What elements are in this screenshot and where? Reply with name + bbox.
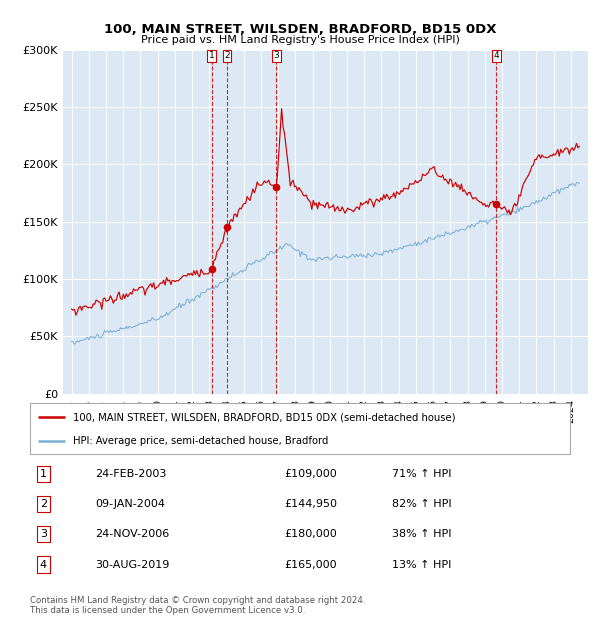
Text: 100, MAIN STREET, WILSDEN, BRADFORD, BD15 0DX: 100, MAIN STREET, WILSDEN, BRADFORD, BD1… — [104, 23, 496, 36]
Text: Contains HM Land Registry data © Crown copyright and database right 2024.
This d: Contains HM Land Registry data © Crown c… — [30, 596, 365, 615]
Text: 38% ↑ HPI: 38% ↑ HPI — [392, 529, 451, 539]
Text: 09-JAN-2004: 09-JAN-2004 — [95, 499, 165, 509]
Text: £109,000: £109,000 — [284, 469, 337, 479]
Text: 2: 2 — [224, 51, 230, 60]
Text: 3: 3 — [40, 529, 47, 539]
Text: 2: 2 — [40, 499, 47, 509]
Text: 1: 1 — [209, 51, 214, 60]
Text: £165,000: £165,000 — [284, 560, 337, 570]
Text: 4: 4 — [493, 51, 499, 60]
Text: HPI: Average price, semi-detached house, Bradford: HPI: Average price, semi-detached house,… — [73, 436, 329, 446]
Text: 24-NOV-2006: 24-NOV-2006 — [95, 529, 169, 539]
Text: 24-FEB-2003: 24-FEB-2003 — [95, 469, 166, 479]
FancyBboxPatch shape — [30, 403, 570, 454]
Text: 13% ↑ HPI: 13% ↑ HPI — [392, 560, 451, 570]
Text: 1: 1 — [40, 469, 47, 479]
Text: Price paid vs. HM Land Registry's House Price Index (HPI): Price paid vs. HM Land Registry's House … — [140, 35, 460, 45]
Text: 4: 4 — [40, 560, 47, 570]
Text: 71% ↑ HPI: 71% ↑ HPI — [392, 469, 451, 479]
Text: 82% ↑ HPI: 82% ↑ HPI — [392, 499, 451, 509]
Text: 3: 3 — [274, 51, 280, 60]
Text: 30-AUG-2019: 30-AUG-2019 — [95, 560, 169, 570]
Text: £180,000: £180,000 — [284, 529, 337, 539]
Text: 100, MAIN STREET, WILSDEN, BRADFORD, BD15 0DX (semi-detached house): 100, MAIN STREET, WILSDEN, BRADFORD, BD1… — [73, 412, 456, 422]
Text: £144,950: £144,950 — [284, 499, 337, 509]
